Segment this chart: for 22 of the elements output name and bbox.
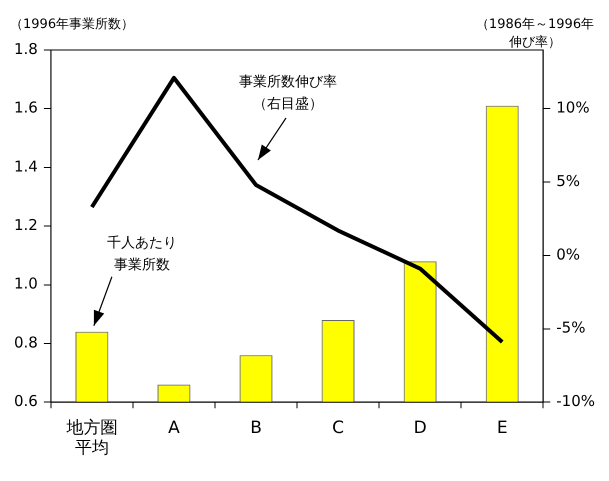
y2-tick-label: 5% [556,172,580,190]
y-tick-label: 1.8 [14,40,38,58]
annotation: 千人あたり事業所数 [106,234,177,273]
y-tick-label: 0.6 [14,392,38,410]
y2-tick-label: 0% [556,245,580,264]
y2-tick-label: -10% [556,392,596,410]
y-tick-label: 1.6 [14,98,38,117]
x-tick-label: A [168,418,180,438]
x-tick-label: 地方圏平均 [65,418,118,458]
x-tick-label: E [496,418,508,438]
x-tick-label: D [414,418,427,438]
y-tick-label: 1.0 [14,274,38,293]
y2-tick-label: -5% [556,318,586,337]
y2-axis-title: （1986年～1996年伸び率） [476,17,594,50]
y2-tick-label: 10% [556,98,590,117]
y-tick-label: 0.8 [14,333,38,352]
y-tick-label: 1.4 [14,157,38,176]
y-axis-title: （1996年事業所数） [10,17,134,32]
annotation: 事業所数伸び率（右目盛） [239,74,337,112]
x-tick-label: B [250,418,262,438]
y-tick-label: 1.2 [14,216,38,234]
x-tick-label: C [332,418,344,438]
